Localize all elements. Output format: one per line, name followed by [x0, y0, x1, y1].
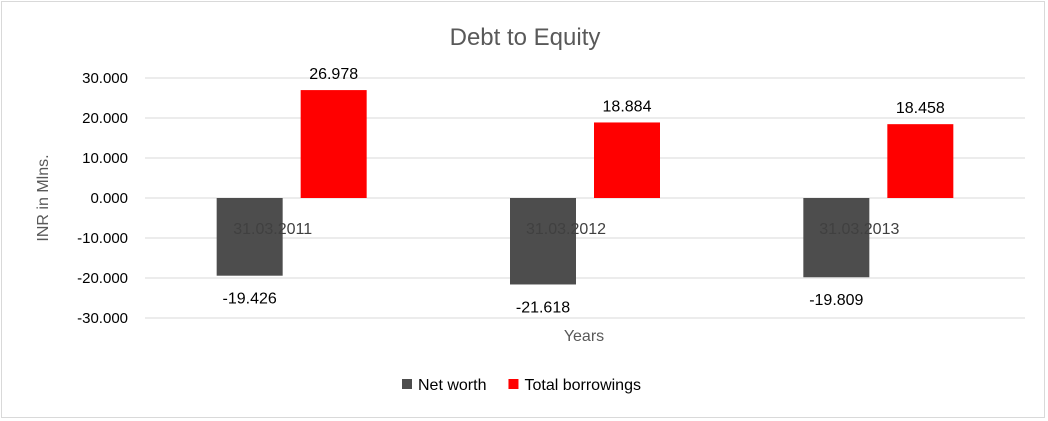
net-worth-value-label: -19.809 [809, 292, 863, 309]
legend-label-net-worth: Net worth [418, 377, 486, 394]
category-label: 31.03.2013 [819, 221, 899, 238]
y-tick-label: 20.000 [82, 110, 128, 127]
legend: Net worth Total borrowings [402, 377, 641, 394]
total-borrowings-value-label: 18.458 [896, 100, 945, 117]
total-borrowings-value-label: 18.884 [603, 98, 652, 115]
x-axis-title: Years [564, 328, 604, 345]
net-worth-bar [803, 198, 870, 278]
y-tick-label: 30.000 [82, 70, 128, 87]
net-worth-bar [216, 198, 283, 276]
y-tick-label: 0.000 [90, 190, 128, 207]
net-worth-bar [510, 198, 576, 285]
total-borrowings-value-label: 26.978 [309, 66, 358, 83]
gridlines [145, 77, 1025, 319]
legend-swatch-total-borrowings [508, 379, 519, 389]
category-labels: 31.03.2011 31.03.2012 31.03.2013 [233, 221, 899, 238]
y-tick-label: -20.000 [77, 270, 128, 287]
y-tick-label: -30.000 [77, 310, 128, 327]
chart-title: Debt to Equity [450, 24, 601, 51]
category-label: 31.03.2012 [526, 221, 606, 238]
category-label: 31.03.2011 [233, 221, 312, 238]
data-labels: -19.426 26.978 -21.618 18.884 -19.809 18.458 [223, 66, 945, 316]
net-worth-value-label: -19.426 [223, 291, 277, 308]
total-borrowings-bar [300, 90, 367, 198]
total-borrowings-bar [594, 122, 660, 198]
y-tick-label: 10.000 [82, 150, 128, 167]
y-tick-label: -10.000 [77, 230, 128, 247]
legend-swatch-net-worth [402, 379, 412, 389]
legend-label-total-borrowings: Total borrowings [524, 377, 641, 394]
net-worth-value-label: -21.618 [516, 299, 570, 316]
bars [216, 90, 954, 285]
y-axis-title: INR in Mlns. [35, 154, 52, 241]
y-axis-ticks: 30.000 20.000 10.000 0.000 -10.000 -20.000 -30… [77, 70, 128, 327]
total-borrowings-bar [887, 124, 954, 198]
